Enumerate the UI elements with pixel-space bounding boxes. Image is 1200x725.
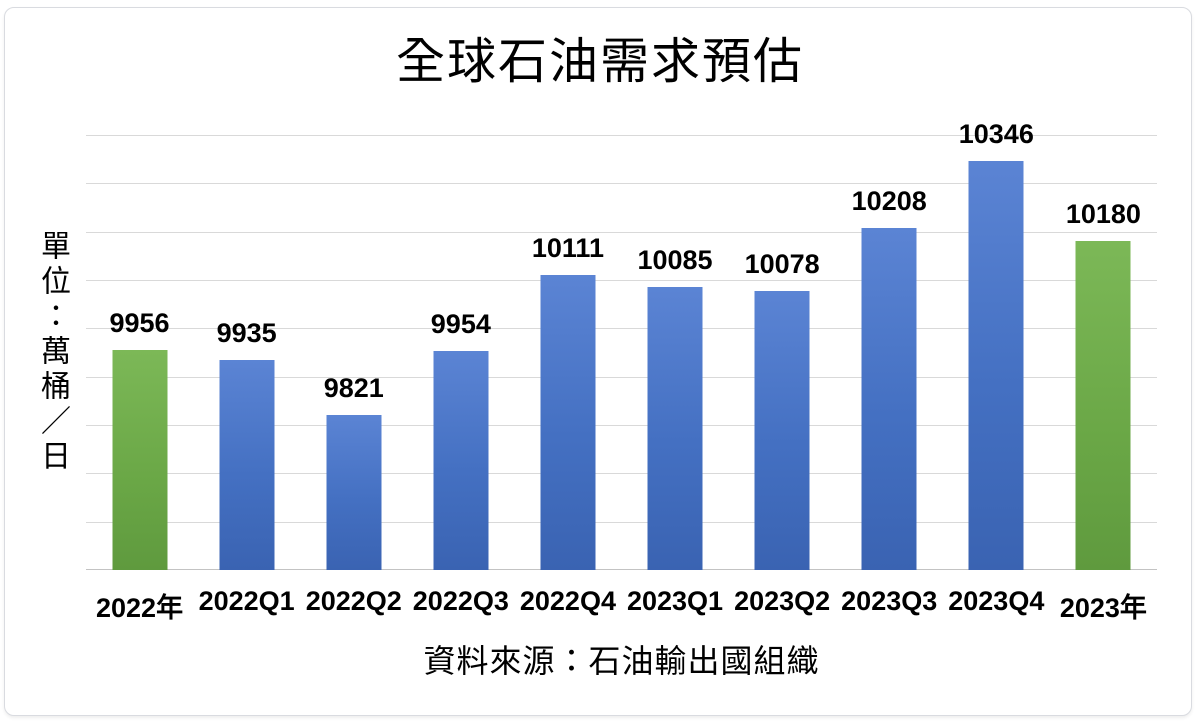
chart-title: 全球石油需求預估	[395, 34, 804, 89]
category-label: 2023Q3	[841, 586, 938, 616]
bar-slot: 9954	[407, 135, 514, 570]
bar	[1075, 241, 1131, 570]
category-label: 2022年	[96, 593, 184, 623]
bar-value-label: 10208	[851, 185, 927, 216]
bar-slot: 10111	[514, 135, 621, 570]
bar-slot: 9956	[86, 135, 193, 570]
bar	[112, 349, 168, 570]
category-axis-labels: 2022年 2022Q1 2022Q2 2022Q3 2022Q4 2023Q1 2023Q…	[86, 586, 1157, 625]
bar-value-label: 10085	[637, 245, 713, 276]
gridline	[86, 183, 1157, 185]
bar-value-label: 9821	[323, 372, 384, 403]
bar	[968, 161, 1024, 570]
bar-value-label: 10078	[744, 248, 820, 279]
bar	[540, 274, 596, 570]
bar	[861, 227, 917, 570]
bar-value-label: 10346	[958, 119, 1034, 150]
bar	[754, 290, 810, 570]
category-label: 2022Q4	[519, 586, 616, 616]
category-label: 2023Q1	[626, 586, 724, 616]
category-label: 2023年	[1059, 593, 1147, 623]
plot-area: 9956 9935 9821 9954 10111 10085 10078 10208 1034…	[86, 121, 1157, 570]
bar	[433, 350, 489, 570]
gridline	[86, 280, 1157, 281]
x-axis-line	[86, 568, 1157, 570]
bar	[219, 359, 275, 570]
bar-slot: 9821	[300, 135, 407, 570]
gridline	[86, 376, 1157, 378]
source-note: 資料來源：石油輸出國組織	[423, 643, 820, 679]
category-label: 2022Q3	[412, 586, 509, 616]
bar-series: 9956 9935 9821 9954 10111 10085 10078 10208 1034…	[86, 121, 1157, 570]
bar-value-label: 10180	[1065, 199, 1141, 230]
category-label: 2022Q1	[198, 586, 295, 616]
category-label: 2022Q2	[305, 586, 402, 616]
gridline	[86, 135, 1157, 136]
bar-slot: 10346	[943, 121, 1050, 570]
gridline	[86, 328, 1157, 330]
bar-value-label: 10111	[531, 232, 604, 263]
gridline	[86, 473, 1157, 475]
bar-slot: 10208	[836, 135, 943, 570]
bar-slot: 9935	[193, 135, 300, 570]
bar	[326, 414, 382, 570]
bar-value-label: 9954	[430, 308, 491, 339]
gridline	[86, 425, 1157, 426]
bar-slot: 10085	[621, 135, 728, 570]
gridline	[86, 521, 1157, 523]
y-axis-unit-label: 單位：萬桶／日	[36, 230, 69, 475]
bar-value-label: 9956	[109, 307, 170, 338]
bar-slot: 10180	[1050, 135, 1157, 570]
category-label: 2023Q4	[948, 586, 1045, 616]
bar	[647, 287, 703, 570]
bar-slot: 10078	[729, 135, 836, 570]
category-label: 2023Q2	[734, 586, 831, 616]
gridline	[86, 231, 1157, 233]
bar-value-label: 9935	[216, 317, 277, 348]
